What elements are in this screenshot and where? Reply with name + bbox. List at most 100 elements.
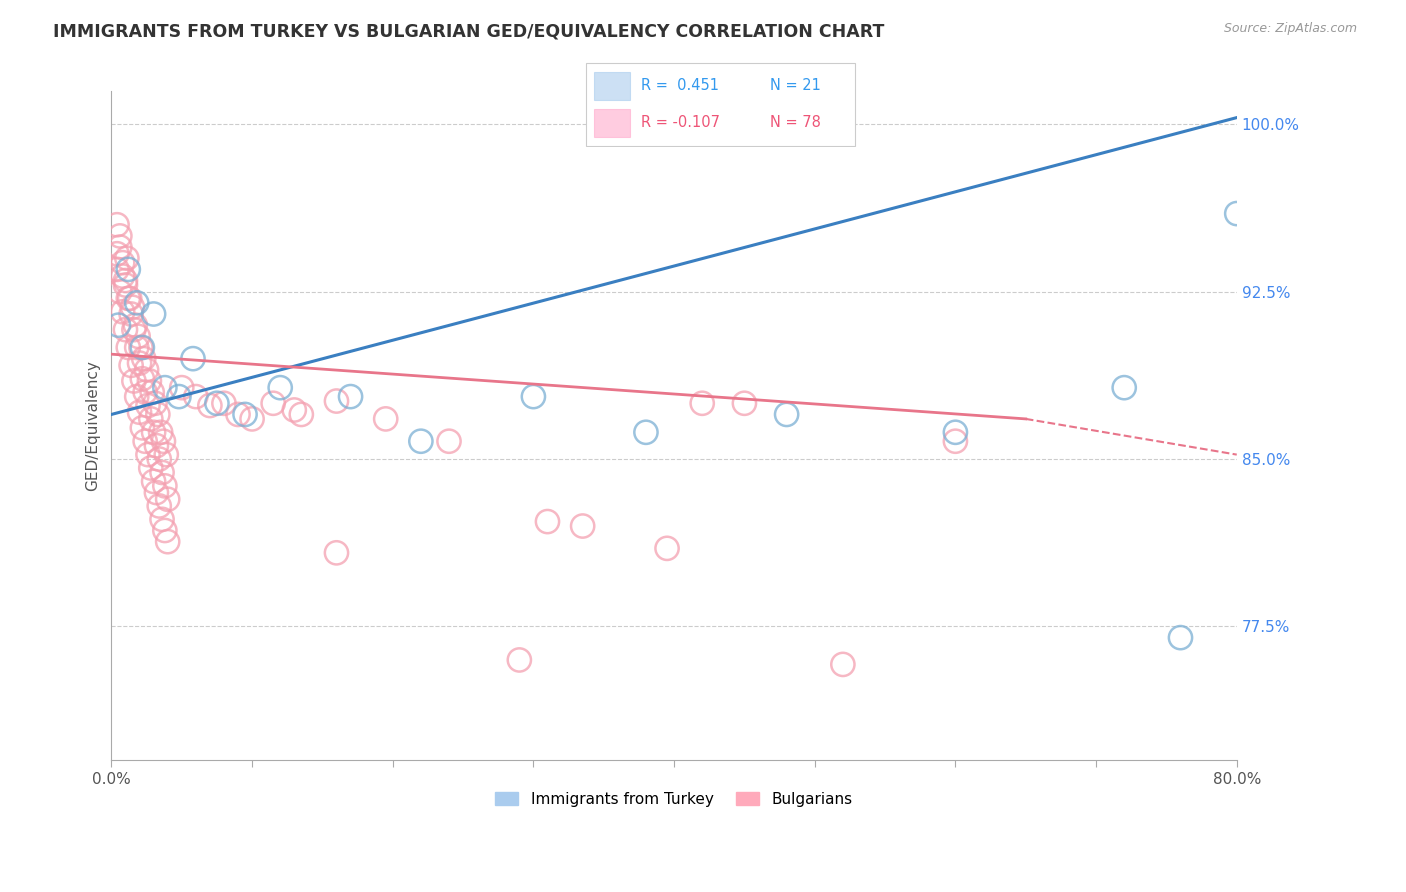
Point xyxy=(107,318,129,333)
Point xyxy=(146,408,169,422)
Point xyxy=(145,439,167,453)
Point xyxy=(131,341,153,355)
Point xyxy=(536,515,558,529)
Point xyxy=(108,285,131,299)
Point xyxy=(118,292,141,306)
Point xyxy=(120,359,142,373)
Point xyxy=(111,305,134,319)
Point xyxy=(132,351,155,366)
Point xyxy=(108,228,131,243)
Point xyxy=(1254,144,1277,158)
Point xyxy=(115,251,138,265)
Point xyxy=(945,425,967,440)
Point xyxy=(148,499,170,513)
Point xyxy=(114,273,136,287)
Point xyxy=(269,381,291,395)
FancyBboxPatch shape xyxy=(595,109,630,137)
Point xyxy=(117,292,139,306)
Point xyxy=(148,452,170,467)
Point xyxy=(153,381,176,395)
Point xyxy=(117,341,139,355)
Point xyxy=(156,492,179,507)
Point xyxy=(142,475,165,489)
Point xyxy=(212,396,235,410)
Point xyxy=(111,268,134,283)
Point xyxy=(1226,206,1249,220)
Point xyxy=(262,396,284,410)
Point xyxy=(167,390,190,404)
Legend: Immigrants from Turkey, Bulgarians: Immigrants from Turkey, Bulgarians xyxy=(489,786,859,813)
Point xyxy=(150,466,173,480)
Point xyxy=(142,307,165,321)
Point xyxy=(129,341,152,355)
Text: R = -0.107: R = -0.107 xyxy=(641,115,720,130)
Point xyxy=(733,396,755,410)
Point xyxy=(138,374,160,388)
Point xyxy=(139,461,162,475)
Point xyxy=(141,385,163,400)
Point xyxy=(374,412,396,426)
Point xyxy=(325,546,347,560)
Point xyxy=(198,399,221,413)
Point xyxy=(155,448,177,462)
Point xyxy=(690,396,713,410)
Point xyxy=(508,653,530,667)
Point xyxy=(105,262,128,277)
Point xyxy=(153,479,176,493)
Point xyxy=(134,385,156,400)
Point xyxy=(831,657,853,672)
Point xyxy=(105,218,128,232)
Point xyxy=(117,262,139,277)
Point xyxy=(655,541,678,556)
Point xyxy=(122,374,145,388)
Point xyxy=(108,240,131,254)
Point xyxy=(125,390,148,404)
Point xyxy=(111,255,134,269)
Point xyxy=(125,296,148,310)
Point xyxy=(775,408,797,422)
Point xyxy=(184,390,207,404)
Point xyxy=(124,318,146,333)
Point xyxy=(136,399,159,413)
Point xyxy=(122,323,145,337)
Point xyxy=(114,277,136,292)
Point xyxy=(135,363,157,377)
Point xyxy=(522,390,544,404)
Point xyxy=(105,246,128,260)
Point xyxy=(131,372,153,386)
Point xyxy=(1114,381,1136,395)
Point xyxy=(143,396,166,410)
Text: R =  0.451: R = 0.451 xyxy=(641,78,718,94)
Text: N = 21: N = 21 xyxy=(770,78,821,94)
Point xyxy=(290,408,312,422)
Point xyxy=(233,408,256,422)
Point xyxy=(205,396,228,410)
Point xyxy=(121,301,143,315)
Point xyxy=(145,485,167,500)
Text: IMMIGRANTS FROM TURKEY VS BULGARIAN GED/EQUIVALENCY CORRELATION CHART: IMMIGRANTS FROM TURKEY VS BULGARIAN GED/… xyxy=(53,22,884,40)
Point xyxy=(125,341,148,355)
Point xyxy=(339,390,361,404)
FancyBboxPatch shape xyxy=(586,63,855,146)
Point xyxy=(127,329,149,343)
Point xyxy=(131,421,153,435)
Point xyxy=(170,381,193,395)
Point xyxy=(1170,631,1192,645)
Point xyxy=(150,512,173,526)
Point xyxy=(153,524,176,538)
Text: Source: ZipAtlas.com: Source: ZipAtlas.com xyxy=(1223,22,1357,36)
Point xyxy=(945,434,967,449)
Point xyxy=(134,434,156,449)
Point xyxy=(409,434,432,449)
Point xyxy=(634,425,657,440)
Point xyxy=(139,412,162,426)
FancyBboxPatch shape xyxy=(595,71,630,100)
Point xyxy=(152,434,174,449)
Point xyxy=(571,519,593,533)
Point xyxy=(128,356,150,370)
Y-axis label: GED/Equivalency: GED/Equivalency xyxy=(86,360,100,491)
Point xyxy=(149,425,172,440)
Point xyxy=(226,408,249,422)
Point xyxy=(283,403,305,417)
Text: N = 78: N = 78 xyxy=(770,115,821,130)
